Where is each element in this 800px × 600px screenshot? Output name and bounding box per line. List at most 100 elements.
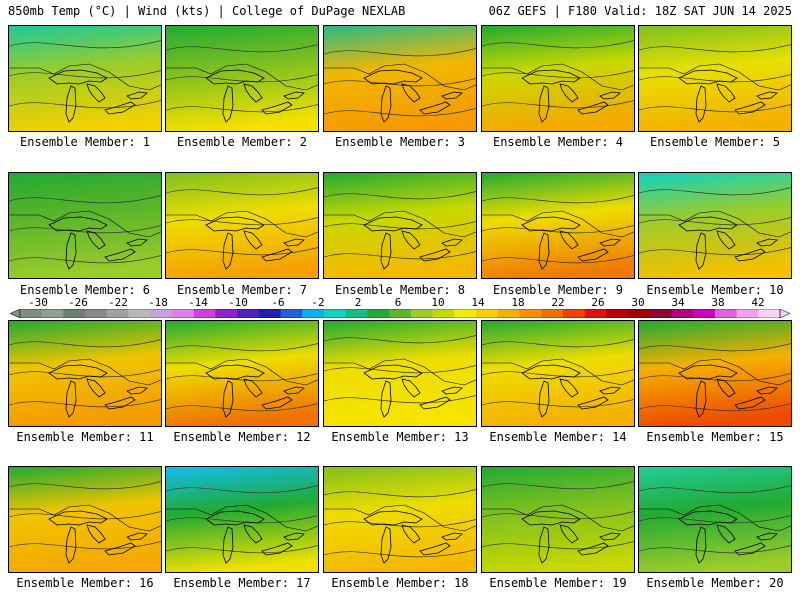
ensemble-map-panel: [481, 172, 635, 279]
ensemble-map-panel: [638, 25, 792, 132]
temperature-map: [482, 321, 634, 426]
ensemble-member-label: Ensemble Member: 10: [646, 283, 784, 297]
temperature-field: [482, 26, 634, 131]
ensemble-map-panel: [481, 320, 635, 427]
great-lakes-outline: [678, 510, 778, 564]
state-border: [324, 504, 476, 532]
colorbar-tick-label: 34: [671, 296, 685, 309]
temperature-map: [324, 173, 476, 278]
height-contour: [166, 187, 318, 196]
height-contour: [324, 191, 476, 200]
state-border: [166, 210, 318, 238]
state-border: [482, 358, 634, 386]
colorbar-tick-label: -2: [311, 296, 325, 309]
colorbar-swatch: [519, 309, 542, 318]
ensemble-member-label: Ensemble Member: 5: [649, 135, 781, 149]
colorbar-swatch: [693, 309, 716, 318]
ensemble-map-panel: [8, 466, 162, 573]
height-contour: [639, 44, 791, 53]
great-lakes-outline: [521, 364, 621, 418]
height-contour: [166, 74, 318, 83]
ensemble-member-label: Ensemble Member: 8: [334, 283, 466, 297]
great-lakes-outline: [678, 216, 778, 270]
height-contour: [166, 343, 318, 352]
height-contour: [166, 403, 318, 412]
height-contour: [166, 485, 318, 494]
height-contour: [324, 108, 476, 117]
ensemble-member-label: Ensemble Member: 4: [492, 135, 624, 149]
ensemble-member-label: Ensemble Member: 19: [489, 576, 627, 590]
temperature-map: [639, 26, 791, 131]
great-lakes-outline: [521, 216, 621, 270]
temperature-field: [166, 26, 318, 131]
height-contour: [9, 225, 161, 234]
ensemble-map-panel: [638, 320, 792, 427]
great-lakes-outline: [205, 69, 305, 123]
colorbar-tick-label: -30: [28, 296, 48, 309]
height-contour: [324, 395, 476, 404]
height-contour: [639, 74, 791, 83]
colorbar-tick-label: 42: [751, 296, 765, 309]
height-contour: [639, 515, 791, 524]
state-border: [482, 63, 634, 91]
state-border: [639, 63, 791, 91]
great-lakes-outline: [48, 510, 148, 564]
height-contour: [9, 255, 161, 264]
height-contour: [166, 373, 318, 382]
great-lakes-outline: [205, 364, 305, 418]
temperature-map: [482, 467, 634, 572]
temperature-map: [482, 26, 634, 131]
colorbar-tick-label: 22: [551, 296, 565, 309]
temperature-map: [166, 467, 318, 572]
colorbar-labels: -30 -26 -22 -18 -14 -10 -6 -2 2 6 10 14 18 22 26 30 34 38…: [10, 296, 800, 309]
colorbar-swatch: [41, 309, 64, 318]
colorbar-swatch: [714, 309, 737, 318]
height-contour: [166, 545, 318, 554]
ensemble-member-label: Ensemble Member: 6: [19, 283, 151, 297]
height-contour: [324, 78, 476, 87]
height-contour: [482, 70, 634, 79]
temperature-map: [166, 26, 318, 131]
temperature-field: [324, 467, 476, 572]
height-contour: [9, 195, 161, 204]
colorbar-swatch: [497, 309, 520, 318]
colorbar-swatch: [193, 309, 216, 318]
header-run-info: 06Z GEFS | F180 Valid: 18Z SAT JUN 14 20…: [488, 4, 792, 18]
ensemble-member-label: Ensemble Member: 9: [492, 283, 624, 297]
great-lakes-outline: [521, 510, 621, 564]
colorbar-swatch: [367, 309, 390, 318]
colorbar-tick-label: -14: [188, 296, 208, 309]
ensemble-member-label: Ensemble Member: 16: [16, 576, 154, 590]
ensemble-map-panel: [638, 172, 792, 279]
colorbar-swatch: [606, 309, 629, 318]
colorbar-swatch: [432, 309, 455, 318]
colorbar-min-arrow: [10, 309, 21, 318]
height-contour: [482, 255, 634, 264]
temperature-field: [482, 467, 634, 572]
great-lakes-outline: [363, 216, 463, 270]
height-contour: [482, 225, 634, 234]
colorbar-swatch: [410, 309, 433, 318]
colorbar-swatch: [302, 309, 325, 318]
height-contour: [482, 511, 634, 520]
colorbar-swatch: [562, 309, 585, 318]
colorbar-tick-label: 26: [591, 296, 605, 309]
great-lakes-outline: [205, 510, 305, 564]
colorbar-tick-label: -6: [271, 296, 285, 309]
height-contour: [324, 48, 476, 57]
ensemble-map-panel: [323, 466, 477, 573]
colorbar-swatch: [106, 309, 129, 318]
height-contour: [639, 545, 791, 554]
state-border: [639, 504, 791, 532]
colorbar-outline: [19, 309, 781, 318]
colorbar-tick-label: -10: [228, 296, 248, 309]
height-contour: [482, 195, 634, 204]
temperature-field: [639, 467, 791, 572]
height-contour: [324, 365, 476, 374]
temperature-map: [9, 26, 161, 131]
temperature-field: [639, 321, 791, 426]
height-contour: [482, 399, 634, 408]
temperature-colorbar: -30 -26 -22 -18 -14 -10 -6 -2 2 6 10 14 18 22 26 30 34 38…: [10, 296, 790, 320]
height-contour: [9, 511, 161, 520]
great-lakes-outline: [363, 69, 463, 123]
